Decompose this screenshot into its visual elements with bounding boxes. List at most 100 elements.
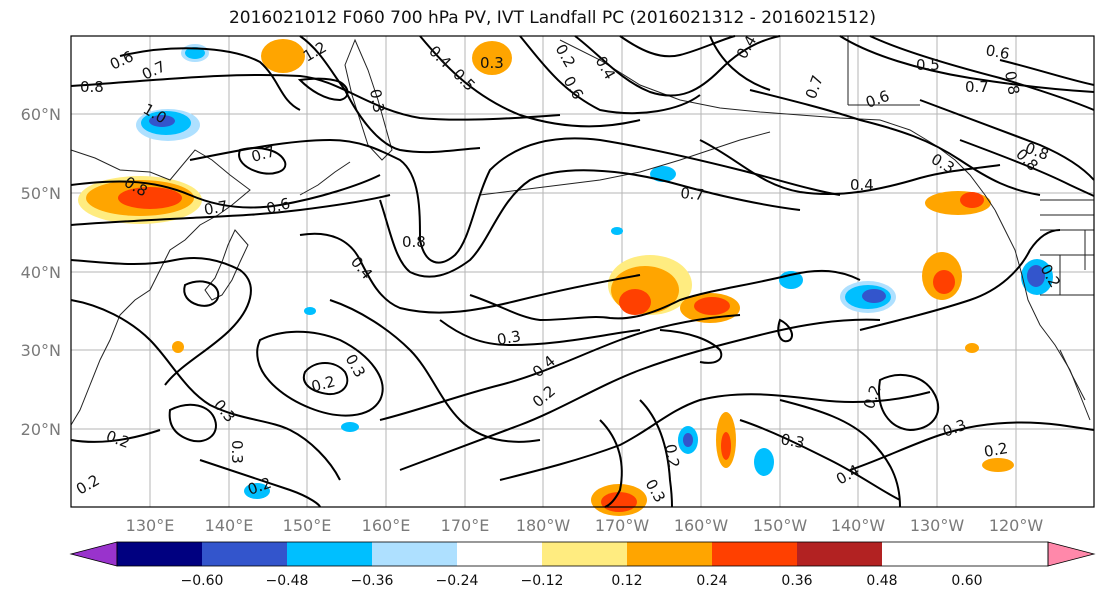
- contour-label: 0.7: [249, 142, 277, 166]
- shade-negative-sw1: [244, 483, 270, 499]
- contour-label: 0.3: [228, 440, 246, 464]
- contour-08: [70, 174, 381, 209]
- contour-label: 0.6: [984, 41, 1011, 63]
- contour-16: [869, 35, 1095, 111]
- contour-34: [779, 399, 901, 508]
- contour-45: [709, 35, 771, 91]
- contour-label: 0.7: [203, 197, 230, 219]
- lon-tick-label: 120°W: [989, 516, 1044, 535]
- map-title: 2016021012 F060 700 hPa PV, IVT Landfall…: [228, 8, 876, 28]
- coast-na-west: [994, 209, 1091, 421]
- shade-negative-s1-core: [683, 433, 693, 447]
- colorbar: −0.60 −0.48 −0.36 −0.24 −0.12 0.12 0.24 …: [69, 541, 1096, 589]
- contour-15: [839, 35, 1095, 93]
- contour-26: [302, 362, 349, 396]
- contour-label: 0.8: [402, 233, 426, 251]
- contour-27: [329, 299, 541, 443]
- colorbar-tick-label: −0.12: [521, 573, 564, 589]
- contour-29: [399, 318, 881, 471]
- contour-04: [419, 35, 641, 128]
- contour-17: [919, 99, 1095, 181]
- shade-positive-s1-core: [721, 432, 731, 460]
- contour-33: [739, 419, 901, 501]
- contour-label: 0.3: [779, 430, 806, 452]
- contour-label: 0.8: [1001, 70, 1023, 97]
- coast-japan: [204, 229, 249, 301]
- contour-23: [183, 280, 220, 307]
- colorbar-tick-label: −0.48: [266, 573, 309, 589]
- contour-21: [439, 319, 641, 347]
- shade-positive-w1-core: [118, 187, 182, 209]
- contour-12: [299, 232, 641, 314]
- contour-11: [379, 169, 801, 278]
- contour-06: [574, 35, 781, 97]
- contour-37: [859, 229, 1061, 331]
- contour-label: 0.6: [264, 194, 292, 218]
- lat-tick-label: 50°N: [21, 184, 61, 203]
- colorbar-tick-label: 0.12: [611, 573, 642, 589]
- contour-24: [70, 299, 341, 481]
- contour-42: [659, 329, 723, 364]
- lon-tick-label: 150°W: [753, 516, 808, 535]
- contour-label: 0.3: [480, 54, 504, 72]
- contour-07: [619, 35, 736, 58]
- lat-tick-label: 60°N: [21, 105, 61, 124]
- lat-tick-label: 30°N: [21, 341, 61, 360]
- colorbar-tick-label: −0.36: [351, 573, 394, 589]
- shade-negative-nw2-core: [149, 115, 175, 127]
- lat-tick-label: 20°N: [21, 420, 61, 439]
- lon-tick-label: 160°E: [362, 516, 411, 535]
- colorbar-frame: [116, 541, 1049, 567]
- lon-tick-label: 180°W: [516, 516, 571, 535]
- pv-contours: [70, 35, 1095, 508]
- shade-negative-small3: [611, 227, 623, 235]
- lon-tick-label: 130°W: [910, 516, 965, 535]
- contour-44: [238, 147, 287, 175]
- contour-22: [70, 257, 252, 386]
- lon-tick-label: 140°W: [831, 516, 886, 535]
- colorbar-tick-label: 0.36: [781, 573, 812, 589]
- shade-positive-n2: [472, 41, 512, 75]
- shade-negative-nw1-core: [185, 47, 205, 59]
- lat-tick-label: 40°N: [21, 263, 61, 282]
- contour-02: [119, 47, 301, 111]
- contour-label: 0.3: [496, 327, 523, 349]
- colorbar-extend-high: [1047, 541, 1096, 567]
- contour-label: 0.7: [680, 184, 705, 204]
- shade-negative-e2-core: [862, 289, 886, 303]
- shade-negative-small1: [304, 307, 316, 315]
- contour-32: [639, 399, 673, 508]
- colorbar-segment: [627, 542, 712, 566]
- contour-label: 0.2: [983, 439, 1010, 461]
- longitude-tick-labels: 130°E 140°E 150°E 160°E 170°E 180°W 170°…: [126, 516, 1044, 535]
- ivt-pc-shading: [78, 39, 1053, 516]
- contour-39: [168, 403, 217, 443]
- colorbar-tick-label: −0.24: [436, 573, 479, 589]
- colorbar-segment: [372, 542, 457, 566]
- shade-positive-s2-core: [601, 492, 637, 512]
- contour-label: 0.4: [850, 176, 874, 194]
- shade-positive-n1: [261, 39, 305, 73]
- colorbar-extend-low: [69, 541, 118, 567]
- contour-30: [499, 391, 931, 481]
- colorbar-segment: [202, 542, 287, 566]
- contour-01: [70, 73, 561, 121]
- boundary-canada: [847, 36, 1094, 201]
- coast-kamchatka: [344, 38, 393, 161]
- shade-positive-c1-core: [619, 289, 651, 315]
- contour-13: [699, 139, 1001, 196]
- shade-negative-s2: [754, 448, 774, 476]
- contour-43: [297, 77, 349, 102]
- coast-kurils: [299, 161, 351, 196]
- contour-label: 0.2: [661, 443, 683, 470]
- colorbar-segment: [287, 542, 372, 566]
- contour-19: [999, 59, 1095, 86]
- contour-41: [777, 318, 793, 343]
- colorbar-tick-label: −0.60: [181, 573, 224, 589]
- contour-38: [70, 429, 161, 443]
- boundary-states: [1040, 214, 1094, 296]
- contour-label: 0.5: [916, 56, 940, 74]
- coastlines: [70, 36, 1094, 426]
- contour-03: [299, 35, 481, 154]
